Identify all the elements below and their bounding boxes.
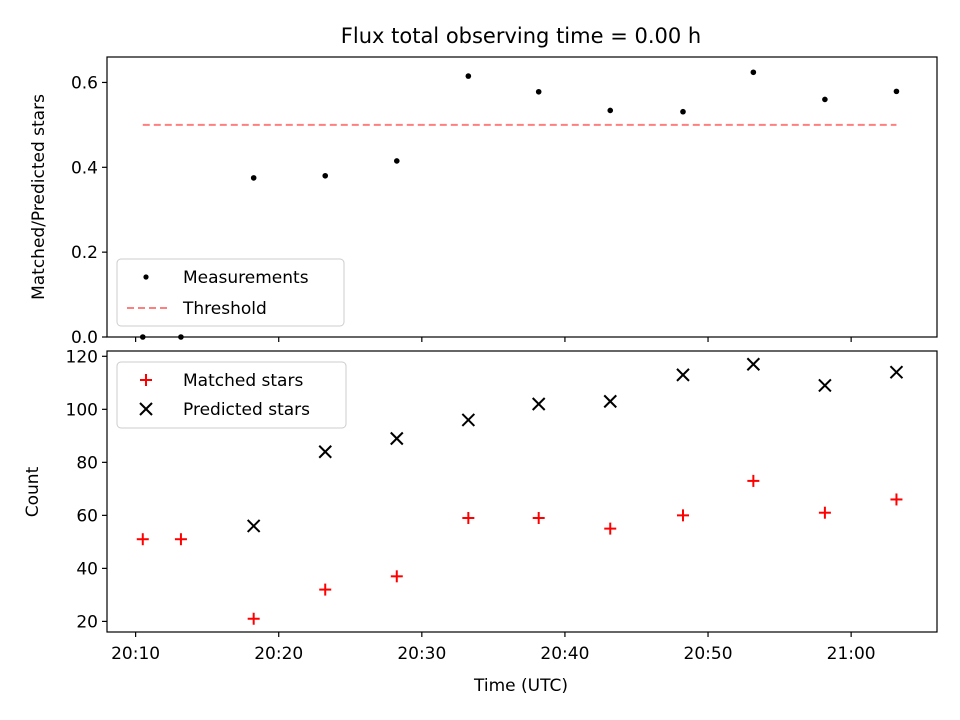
measurement-point	[393, 158, 400, 164]
bottom-y-tick-label: 40	[76, 559, 98, 579]
legend-matched-marker	[140, 374, 152, 386]
predicted-star-point	[461, 413, 476, 427]
top-axes-frame	[106, 56, 938, 338]
matched-star-point	[890, 493, 903, 506]
measurement-point	[750, 69, 757, 76]
top-legend: Measurements Threshold	[116, 258, 345, 327]
matched-star-point	[136, 533, 149, 546]
predicted-star-point	[603, 394, 617, 409]
bottom-marks	[136, 357, 904, 625]
matched-star-point	[462, 512, 475, 525]
chart-title: Flux total observing time = 0.00 h	[341, 24, 701, 48]
measurement-point	[607, 107, 614, 114]
matched-star-point	[390, 570, 403, 583]
top-y-axis-label: Matched/Predicted stars	[29, 94, 49, 300]
legend-threshold-label: Threshold	[182, 299, 267, 319]
predicted-star-point	[889, 365, 904, 379]
matched-star-point	[319, 583, 332, 596]
top-y-tick-label: 0.6	[71, 73, 98, 93]
bottom-y-axis-label: Count	[23, 466, 43, 517]
measurement-point	[465, 73, 472, 79]
measurement-point	[535, 88, 542, 95]
top-y-tick-label: 0.2	[71, 243, 98, 263]
matched-star-point	[247, 612, 260, 625]
measurement-point	[680, 108, 686, 115]
top-y-tick-label: 0.0	[71, 328, 98, 348]
legend-predicted-label: Predicted stars	[183, 400, 310, 420]
measurement-point	[250, 175, 257, 181]
bottom-x-axis: 20:10 20:20 20:30 20:40 20:50 21:00	[111, 632, 876, 664]
legend-matched-label: Matched stars	[183, 371, 303, 391]
predicted-star-point	[318, 445, 332, 459]
top-marks	[139, 69, 900, 340]
legend-measurements-label: Measurements	[183, 268, 309, 288]
matched-star-point	[676, 509, 689, 522]
measurement-point	[139, 334, 146, 340]
bottom-panel: 20 40 60 80 100 120 20:10 20:20 20:30 20:40 20:50…	[23, 347, 938, 696]
predicted-star-point	[818, 378, 832, 393]
top-y-tick-label: 0.4	[71, 158, 98, 178]
matched-star-point	[174, 533, 187, 546]
top-panel: 0.0 0.2 0.4 0.6 Matched/Predicted stars Mea…	[29, 56, 938, 348]
bottom-y-tick-label: 100	[66, 400, 98, 420]
top-y-axis: 0.0 0.2 0.4 0.6	[71, 73, 107, 348]
matched-star-point	[604, 522, 617, 535]
bottom-x-tick-label: 21:00	[827, 644, 876, 664]
predicted-star-point	[246, 519, 261, 533]
bottom-x-tick-label: 20:20	[254, 644, 303, 664]
matched-star-point	[532, 512, 545, 525]
bottom-legend-box	[116, 361, 347, 429]
predicted-star-point	[390, 431, 404, 446]
measurement-point	[893, 88, 900, 95]
top-x-ticks	[135, 337, 852, 342]
bottom-y-tick-label: 60	[76, 506, 98, 526]
bottom-y-tick-label: 20	[76, 612, 98, 632]
bottom-x-axis-label: Time (UTC)	[473, 676, 568, 696]
bottom-legend: Matched stars Predicted stars	[116, 361, 347, 429]
bottom-x-tick-label: 20:10	[111, 644, 160, 664]
measurement-point	[322, 172, 329, 179]
bottom-x-tick-label: 20:30	[397, 644, 446, 664]
bottom-x-tick-label: 20:50	[684, 644, 733, 664]
predicted-star-point	[746, 357, 761, 371]
bottom-x-tick-label: 20:40	[540, 644, 589, 664]
bottom-axes-frame	[106, 350, 938, 633]
legend-measurements-marker	[143, 274, 149, 280]
measurement-point	[822, 96, 828, 103]
matched-star-point	[747, 474, 760, 487]
bottom-y-tick-label: 120	[66, 347, 98, 367]
bottom-y-axis: 20 40 60 80 100 120	[66, 347, 107, 632]
predicted-star-point	[531, 397, 546, 411]
top-legend-box	[116, 258, 345, 327]
legend-predicted-marker	[139, 402, 153, 416]
predicted-star-point	[676, 368, 690, 382]
measurement-point	[178, 334, 184, 340]
matched-star-point	[818, 506, 831, 519]
bottom-y-tick-label: 80	[76, 453, 98, 473]
